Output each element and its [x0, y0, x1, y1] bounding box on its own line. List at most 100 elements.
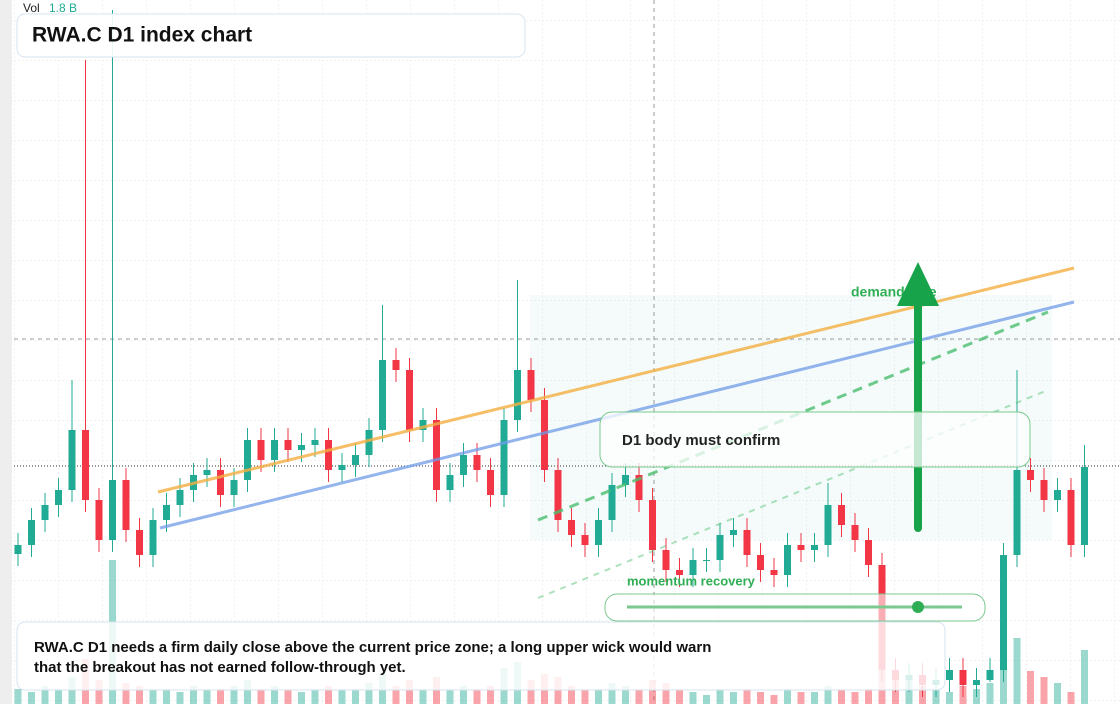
- candle-body: [244, 440, 251, 480]
- volume-bar: [244, 680, 251, 704]
- volume-bar: [757, 692, 764, 704]
- candle-body: [473, 455, 481, 470]
- volume-bar: [865, 689, 872, 704]
- volume-bar: [298, 692, 305, 704]
- candle-body: [743, 530, 751, 555]
- volume-bar: [1013, 638, 1021, 704]
- volume-bar: [662, 683, 670, 704]
- candle-body: [824, 505, 832, 545]
- volume-bar: [55, 689, 62, 704]
- candle-body: [460, 455, 467, 475]
- volume-bar: [122, 683, 130, 704]
- candle-body: [95, 500, 103, 540]
- left-strip: [0, 0, 12, 704]
- volume-bar: [176, 692, 184, 704]
- candle-body: [1040, 480, 1048, 500]
- candle-body: [406, 370, 413, 430]
- volume-bar: [284, 689, 292, 704]
- candle-body: [149, 520, 157, 555]
- volume-bar: [41, 686, 49, 704]
- volume-bar: [770, 695, 778, 704]
- candle-body: [838, 505, 845, 525]
- candle-body: [352, 455, 359, 465]
- note-line: RWA.C D1 needs a firm daily close above …: [34, 639, 711, 656]
- candle-body: [676, 570, 683, 575]
- arrow-head: [897, 262, 939, 306]
- candle-body: [811, 545, 818, 550]
- candle-body: [487, 470, 494, 495]
- candle-body: [122, 480, 130, 530]
- candle-body: [1013, 470, 1021, 555]
- volume-bar: [190, 686, 197, 704]
- candle-body: [649, 500, 656, 550]
- volume-bar: [527, 680, 535, 704]
- candle-body: [163, 505, 170, 520]
- candle-body: [433, 420, 440, 490]
- candle-body: [541, 400, 548, 470]
- candle-body: [311, 440, 319, 445]
- annotation: D1 body must confirm: [622, 432, 780, 449]
- candle-body: [1067, 490, 1075, 545]
- volume-bar: [1054, 683, 1061, 704]
- candle-body: [1000, 555, 1007, 670]
- candle-body: [608, 485, 616, 520]
- volume-bar: [743, 689, 751, 704]
- candle-body: [797, 545, 805, 550]
- candle-body: [82, 430, 89, 500]
- candle-body: [55, 490, 62, 505]
- volume-bar: [406, 680, 413, 704]
- volume-bar: [1027, 671, 1034, 704]
- candle-body: [28, 520, 35, 545]
- candle-body: [703, 560, 710, 561]
- candle-body: [581, 535, 589, 545]
- candle-body: [136, 530, 143, 555]
- volume-bar: [352, 689, 359, 704]
- volume-bar: [811, 692, 818, 704]
- candle-body: [176, 490, 184, 505]
- volume-bar: [608, 683, 616, 704]
- volume-bar: [730, 692, 737, 704]
- volume-bar: [1067, 692, 1075, 704]
- candle-body: [635, 475, 643, 500]
- volume-bar: [595, 689, 602, 704]
- volume-bar: [716, 689, 724, 704]
- volume-bar: [230, 686, 238, 704]
- volume-bar: [838, 689, 845, 704]
- volume-bar: [271, 686, 278, 704]
- candle-body: [271, 440, 278, 460]
- volume-bar: [163, 689, 170, 704]
- candle-body: [959, 670, 967, 685]
- candle-body: [527, 370, 535, 400]
- volume-bar: [136, 686, 143, 704]
- candle-body: [851, 525, 859, 540]
- volume-bar: [473, 689, 481, 704]
- volume-bar: [797, 692, 805, 704]
- volume-bar: [217, 689, 224, 704]
- candle-body: [554, 470, 562, 520]
- volume-bar: [392, 686, 400, 704]
- volume-bar: [365, 683, 373, 704]
- volume-bar: [257, 689, 265, 704]
- annotation: momentum recovery: [627, 573, 756, 588]
- volume-bar: [824, 686, 832, 704]
- candle-body: [595, 520, 602, 545]
- volume-bar: [419, 689, 427, 704]
- candle-body: [419, 420, 427, 430]
- candle-body: [946, 670, 953, 680]
- annotation-box: [599, 411, 1031, 468]
- candle-body: [730, 530, 737, 535]
- volume-title: Vol: [23, 1, 40, 15]
- candle-body: [757, 555, 764, 570]
- volume-readout: 1.8 B: [49, 1, 77, 15]
- candle-body: [109, 480, 116, 540]
- volume-bar: [487, 686, 494, 704]
- candle-body: [986, 670, 994, 680]
- volume-bar: [28, 692, 35, 704]
- note-line: that the breakout has not earned follow-…: [34, 659, 406, 676]
- candle-body: [1027, 470, 1034, 480]
- candle-body: [68, 430, 76, 490]
- candle-body: [622, 475, 629, 485]
- chart-title: RWA.C D1 index chart: [32, 24, 252, 47]
